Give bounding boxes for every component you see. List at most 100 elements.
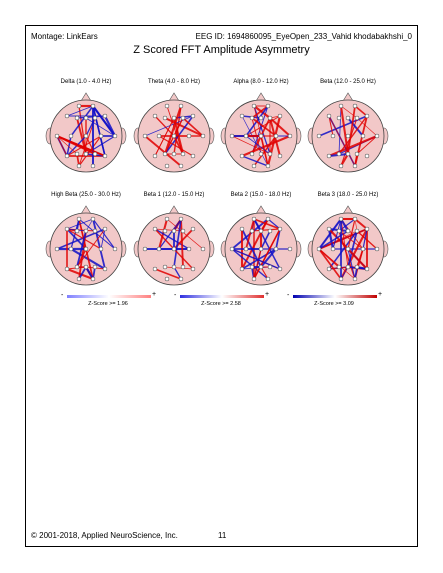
connection-line <box>269 117 291 137</box>
connection-line <box>253 248 262 280</box>
electrode-dot <box>336 151 342 157</box>
electrode-dot <box>152 113 158 119</box>
connection-line <box>78 266 87 280</box>
electrode-dot <box>265 163 271 169</box>
electrode-dot <box>180 151 186 157</box>
connection-line <box>354 115 368 167</box>
connection-line <box>85 218 94 232</box>
band-label-delta: Delta (1.0 - 4.0 Hz) <box>60 79 112 85</box>
electrode-dot <box>265 276 271 282</box>
connection-line <box>173 218 182 232</box>
electrode-dot <box>156 246 162 252</box>
electrode-dot <box>352 216 358 222</box>
legend-minus: - <box>174 292 177 299</box>
connection-line <box>318 248 356 280</box>
electrode-dot <box>64 226 70 232</box>
electrode-dot <box>277 266 283 272</box>
connection-line <box>251 228 281 232</box>
electrode-dot <box>190 266 196 272</box>
electrode-dot <box>54 133 60 139</box>
connection-line <box>231 248 281 270</box>
electrode-dot <box>354 264 360 270</box>
electrode-dot <box>76 276 82 282</box>
electrode-dot <box>336 264 342 270</box>
connection-line <box>328 115 356 167</box>
band-label-beta1: Beta 1 (12.0 - 15.0 Hz) <box>143 192 205 198</box>
electrode-dot <box>354 228 360 234</box>
connection-line <box>66 135 72 157</box>
legend-plus: + <box>265 291 270 298</box>
connection-line <box>347 105 356 155</box>
connection-line <box>166 218 204 250</box>
electrode-dot <box>76 163 82 169</box>
connection-line <box>340 266 349 280</box>
legend-3-09: - + Z-Score >= 3.09 <box>287 291 382 312</box>
connection-line <box>76 228 106 268</box>
electrode-dot <box>83 246 89 252</box>
electrode-dot <box>98 133 104 139</box>
electrode-dot <box>74 264 80 270</box>
head-map-theta <box>133 92 215 173</box>
legend-caption: Z-Score >= 2.58 <box>201 301 241 307</box>
electrode-dot <box>102 266 108 272</box>
electrode-dot <box>171 133 177 139</box>
electrode-dot <box>54 246 60 252</box>
electrode-dot <box>164 103 170 109</box>
electrode-dot <box>90 276 96 282</box>
electrode-dot <box>152 153 158 159</box>
electrode-dot <box>364 153 370 159</box>
connection-line <box>275 228 281 250</box>
electrode-dot <box>142 133 148 139</box>
electrode-dot <box>326 266 332 272</box>
electrode-dot <box>98 246 104 252</box>
electrode-dot <box>352 103 358 109</box>
electrode-dot <box>352 276 358 282</box>
electrode-dot <box>326 226 332 232</box>
connection-line <box>339 105 350 155</box>
connection-line <box>347 218 356 250</box>
connection-line <box>253 218 281 230</box>
electrode-dot <box>374 133 380 139</box>
electrode-dot <box>178 276 184 282</box>
connection-line <box>85 117 116 137</box>
electrode-dot <box>68 133 74 139</box>
electrode-dot <box>229 246 235 252</box>
electrode-dot <box>90 163 96 169</box>
band-label-beta2: Beta 2 (15.0 - 18.0 Hz) <box>230 192 292 198</box>
electrode-dot <box>265 216 271 222</box>
connection-line <box>332 218 342 250</box>
connection-line <box>154 268 182 280</box>
electrode-dot <box>273 246 279 252</box>
electrode-dot <box>258 246 264 252</box>
electrode-dot <box>68 246 74 252</box>
connection-line <box>164 266 194 270</box>
electrode-dot <box>102 226 108 232</box>
electrode-dot <box>239 113 245 119</box>
electrode-dot <box>186 133 192 139</box>
electrode-dot <box>190 153 196 159</box>
electrode-dot <box>354 151 360 157</box>
legend-plus: + <box>152 291 157 298</box>
connection-line <box>260 266 269 280</box>
connection-line <box>92 105 116 137</box>
electrode-dot <box>249 115 255 121</box>
electrode-dot <box>239 266 245 272</box>
connection-line <box>318 218 342 250</box>
connection-line <box>245 135 271 155</box>
electrode-dot <box>277 113 283 119</box>
connection-line <box>241 248 277 270</box>
connection-line <box>318 248 342 280</box>
electrode-dot <box>92 228 98 234</box>
electrode-dot <box>374 246 380 252</box>
electrode-dot <box>171 246 177 252</box>
connection-line <box>347 117 364 137</box>
electrode-dot <box>92 151 98 157</box>
electrode-dot <box>345 246 351 252</box>
electrode-dot <box>336 228 342 234</box>
electrode-dot <box>330 133 336 139</box>
electrode-dot <box>178 163 184 169</box>
electrode-dot <box>178 216 184 222</box>
electrode-dot <box>316 133 322 139</box>
connection-line <box>144 135 182 167</box>
connection-line <box>253 228 281 280</box>
